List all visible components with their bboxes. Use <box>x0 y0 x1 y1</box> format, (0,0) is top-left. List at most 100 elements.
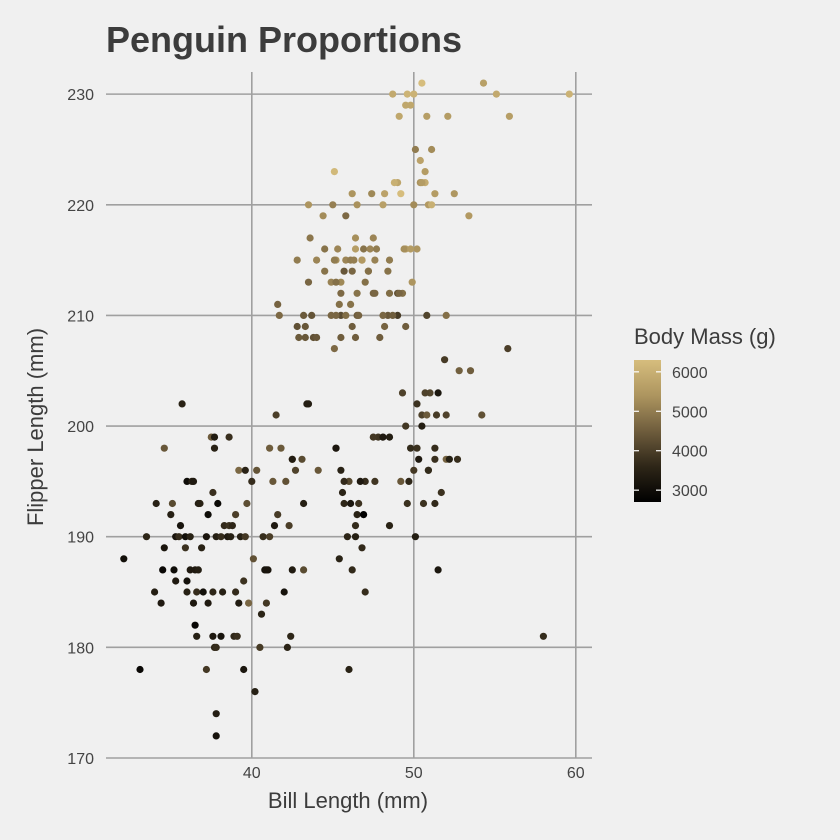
data-point <box>402 322 410 331</box>
data-point <box>411 533 419 541</box>
data-point <box>304 400 313 408</box>
data-point <box>274 300 282 308</box>
data-point <box>280 588 288 596</box>
data-point <box>421 389 429 397</box>
data-point <box>300 566 308 574</box>
data-point <box>397 477 405 485</box>
data-point <box>369 433 377 441</box>
data-point <box>248 477 256 485</box>
data-point <box>418 179 426 187</box>
data-point <box>257 610 266 618</box>
data-point <box>175 533 183 541</box>
data-point <box>235 466 243 474</box>
data-point <box>431 190 439 198</box>
data-point <box>330 256 338 264</box>
data-point <box>395 112 403 120</box>
data-point <box>183 577 191 585</box>
data-point <box>193 632 201 640</box>
data-point <box>225 433 233 441</box>
data-point <box>364 267 372 275</box>
data-point <box>411 145 419 154</box>
y-axis-label: Flipper Length (mm) <box>23 328 48 526</box>
data-point <box>395 289 403 297</box>
data-point <box>376 333 384 342</box>
data-point <box>423 112 431 120</box>
data-point <box>410 466 418 474</box>
data-point <box>450 190 458 198</box>
data-point <box>337 466 345 474</box>
data-point <box>283 643 291 652</box>
data-point <box>432 411 441 419</box>
data-point <box>120 555 128 563</box>
data-point <box>232 588 240 596</box>
data-point <box>266 533 274 541</box>
data-point <box>262 599 270 607</box>
data-point <box>442 311 450 319</box>
data-point <box>403 499 411 508</box>
data-point <box>389 90 397 98</box>
data-point <box>319 212 327 220</box>
data-point <box>202 533 210 541</box>
data-point <box>170 566 178 574</box>
data-point <box>329 201 337 209</box>
data-point <box>351 533 360 541</box>
data-point <box>160 444 168 452</box>
data-point <box>416 156 424 165</box>
x-tick-label: 50 <box>405 765 423 782</box>
data-point <box>342 212 350 220</box>
data-point <box>288 566 296 574</box>
legend-color-bar <box>634 360 661 502</box>
data-point <box>465 212 473 220</box>
legend-title: Body Mass (g) <box>634 324 776 349</box>
data-point <box>288 455 296 463</box>
data-point <box>212 643 220 652</box>
data-point <box>274 510 282 519</box>
tick-labels: 40 50 60 170 180 190 200 210 220 230 <box>67 87 585 782</box>
data-point <box>293 322 301 331</box>
data-point <box>335 300 343 308</box>
data-point <box>191 621 199 629</box>
data-point <box>295 333 303 342</box>
data-point <box>444 112 452 120</box>
data-point <box>256 643 264 652</box>
data-point <box>291 466 300 474</box>
data-point <box>353 201 361 209</box>
data-point <box>424 466 432 474</box>
data-point <box>410 90 418 98</box>
legend-ticks: 3000 4000 5000 6000 <box>634 365 708 500</box>
data-point <box>351 245 360 253</box>
data-point <box>183 588 191 596</box>
data-point <box>358 544 366 552</box>
y-tick-label: 210 <box>67 308 94 325</box>
data-point <box>327 311 335 319</box>
data-point <box>415 455 423 463</box>
data-point <box>410 201 418 209</box>
data-point <box>402 422 410 430</box>
data-point <box>306 234 314 242</box>
data-point <box>360 245 368 253</box>
data-point <box>160 544 168 552</box>
data-point <box>321 267 329 275</box>
data-point <box>233 632 241 640</box>
data-point <box>241 533 249 541</box>
y-tick-label: 230 <box>67 87 94 104</box>
data-point <box>202 665 210 674</box>
data-point <box>466 367 475 375</box>
data-point <box>209 588 217 596</box>
data-point <box>321 245 329 253</box>
data-point <box>209 488 217 497</box>
data-point <box>340 267 348 275</box>
x-axis-label: Bill Length (mm) <box>268 788 428 813</box>
data-point <box>371 256 379 264</box>
data-point <box>212 732 220 740</box>
data-point <box>210 433 219 441</box>
data-point <box>176 522 185 530</box>
data-point <box>142 533 151 541</box>
data-point <box>285 522 293 530</box>
data-point <box>298 455 306 463</box>
data-point <box>379 201 387 209</box>
data-point <box>204 599 212 607</box>
data-point <box>413 444 421 452</box>
data-point <box>337 333 345 342</box>
data-point <box>334 245 342 253</box>
